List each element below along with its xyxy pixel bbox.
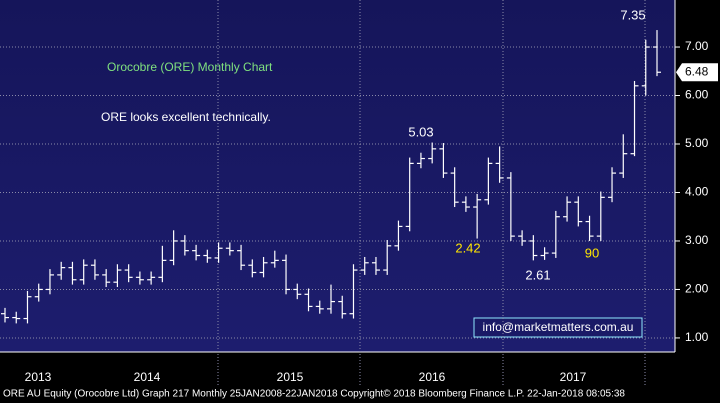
y-tick-label: 7.00 bbox=[685, 39, 709, 53]
x-tick-label: 2017 bbox=[560, 370, 587, 384]
x-tick-label: 2014 bbox=[134, 370, 161, 384]
watermark: info@marketmatters.com.au bbox=[483, 320, 634, 334]
y-tick-label: 6.00 bbox=[685, 88, 709, 102]
chart-subtitle: ORE looks excellent technically. bbox=[101, 110, 271, 124]
annotation: 7.35 bbox=[620, 7, 645, 22]
annotation: 2.42 bbox=[455, 240, 480, 255]
chart-title: Orocobre (ORE) Monthly Chart bbox=[107, 60, 273, 74]
last-price-label: 6.48 bbox=[685, 64, 709, 78]
x-tick-label: 2016 bbox=[419, 370, 446, 384]
x-tick-label: 2013 bbox=[25, 370, 52, 384]
y-tick-label: 3.00 bbox=[685, 233, 709, 247]
watermark-box bbox=[473, 317, 643, 338]
last-price-box bbox=[676, 63, 718, 82]
annotation: 90 bbox=[585, 245, 599, 260]
footer-bar bbox=[0, 385, 720, 403]
annotation: 2.61 bbox=[525, 267, 550, 282]
footer: ORE AU Equity (Orocobre Ltd) Graph 217 M… bbox=[3, 389, 625, 400]
y-tick-label: 4.00 bbox=[685, 185, 709, 199]
x-axis-panel bbox=[0, 352, 675, 385]
y-tick-label: 1.00 bbox=[685, 330, 709, 344]
y-tick-label: 5.00 bbox=[685, 136, 709, 150]
y-tick-label: 2.00 bbox=[685, 282, 709, 296]
plot-background bbox=[0, 0, 675, 352]
x-tick-label: 2015 bbox=[277, 370, 304, 384]
annotation: 5.03 bbox=[408, 124, 433, 139]
